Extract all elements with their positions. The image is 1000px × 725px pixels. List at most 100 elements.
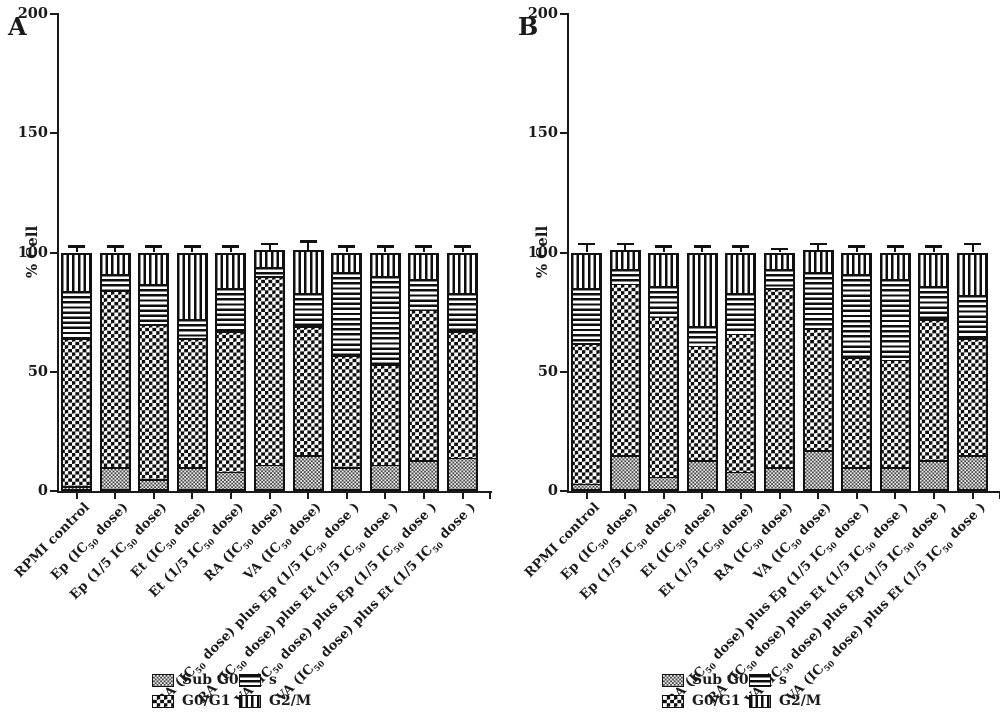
segment-boundary	[215, 286, 247, 290]
bar-segment-s	[879, 278, 911, 360]
segment-boundary	[138, 282, 170, 286]
legend-item: G0/G1	[152, 694, 231, 708]
error-bar-stem	[461, 247, 464, 253]
error-bar-stem	[817, 245, 820, 251]
segment-boundary	[686, 458, 718, 462]
stacked-bar	[176, 252, 208, 491]
bar-segment-sub-g0	[138, 479, 170, 491]
bar-segment-g2-m	[61, 252, 92, 291]
bar-segment-g2-m	[176, 252, 208, 320]
error-bar-cap	[261, 242, 278, 246]
legend-item: s	[239, 673, 277, 687]
segment-boundary	[571, 286, 602, 290]
legend-item: G2/M	[749, 694, 821, 708]
segment-boundary	[802, 270, 834, 274]
legend-label: Sub G0	[182, 672, 239, 688]
segment-boundary	[447, 291, 478, 295]
y-axis	[567, 13, 569, 493]
y-tick	[50, 132, 57, 135]
bar-segment-sub-g0	[61, 486, 92, 491]
segment-boundary	[369, 274, 401, 278]
bar-segment-g2-m	[648, 252, 680, 286]
error-bar-stem	[268, 245, 271, 251]
y-axis	[57, 13, 59, 493]
bar-segment-s	[841, 273, 873, 358]
bar-segment-g0-g1	[369, 364, 401, 465]
stacked-bar	[138, 252, 170, 491]
bar-segment-s	[331, 271, 363, 356]
segment-boundary	[879, 358, 911, 362]
bar-segment-g2-m	[725, 252, 757, 294]
x-tick	[114, 493, 117, 499]
error-bar-stem	[75, 247, 78, 253]
bar-segment-s	[138, 283, 170, 325]
stacked-bar	[408, 252, 440, 491]
bar-segment-s	[918, 285, 950, 320]
error-bar-cap	[732, 245, 750, 248]
bar-segment-g2-m	[254, 250, 285, 267]
segment-boundary	[609, 453, 641, 457]
error-bar-cap	[376, 245, 394, 248]
x-tick	[817, 493, 820, 499]
bar-segment-g2-m	[686, 252, 718, 327]
stacked-bar	[369, 252, 401, 491]
legend-swatch-g2-m-icon	[239, 694, 261, 708]
bar-segment-s	[292, 293, 324, 327]
y-tick-label: 200	[17, 5, 48, 22]
bar-segment-g0-g1	[725, 333, 757, 472]
segment-boundary	[369, 463, 401, 467]
error-bar-stem	[345, 247, 348, 253]
bar-segment-g0-g1	[879, 359, 911, 468]
x-tick	[971, 493, 974, 499]
segment-boundary	[61, 484, 92, 488]
segment-boundary	[176, 336, 208, 340]
stacked-bar	[725, 252, 757, 491]
y-tick-label: 0	[37, 482, 48, 499]
error-bar-cap	[338, 245, 356, 248]
segment-boundary	[138, 322, 170, 326]
stacked-bar	[609, 250, 641, 491]
y-tick-label: 100	[17, 243, 48, 261]
segment-boundary	[215, 470, 247, 474]
error-bar-cap	[809, 242, 827, 246]
error-bar-stem	[114, 247, 117, 253]
y-tick	[50, 490, 57, 492]
segment-boundary	[254, 463, 285, 467]
bar-segment-g2-m	[764, 252, 795, 270]
bar-segment-g2-m	[447, 252, 478, 294]
segment-boundary	[725, 291, 757, 295]
x-tick	[307, 493, 310, 499]
error-bar-cap	[299, 240, 317, 243]
segment-boundary	[408, 308, 440, 312]
x-tick	[345, 493, 348, 499]
bar-segment-sub-g0	[369, 464, 401, 491]
y-tick-label: 0	[547, 482, 558, 499]
bar-segment-g0-g1	[802, 328, 834, 451]
error-bar-cap	[964, 242, 981, 246]
y-tick	[50, 251, 57, 254]
error-bar-stem	[585, 245, 588, 253]
legend-swatch-g0-g1-icon	[662, 694, 684, 708]
legend-item: Sub G0	[152, 673, 239, 687]
y-tick-label: 150	[17, 124, 48, 142]
error-bar-cap	[771, 247, 788, 251]
y-tick	[560, 490, 567, 492]
bar-segment-sub-g0	[957, 455, 988, 491]
error-bar-stem	[662, 247, 665, 253]
y-tick-label: 50	[27, 362, 48, 380]
error-bar-cap	[925, 245, 943, 248]
bar-segment-sub-g0	[918, 460, 950, 491]
bar-segment-g2-m	[802, 250, 834, 272]
legend-item: G0/G1	[662, 694, 741, 708]
segment-boundary	[138, 477, 170, 481]
x-tick	[152, 493, 155, 499]
segment-boundary	[802, 327, 834, 331]
x-tick	[624, 493, 627, 499]
legend-label: G2/M	[779, 693, 822, 709]
segment-boundary	[918, 284, 950, 288]
bar-segment-sub-g0	[176, 467, 208, 491]
segment-boundary	[764, 267, 795, 271]
stacked-bar	[879, 252, 911, 491]
bar-segment-sub-g0	[99, 467, 131, 491]
segment-boundary	[176, 317, 208, 321]
